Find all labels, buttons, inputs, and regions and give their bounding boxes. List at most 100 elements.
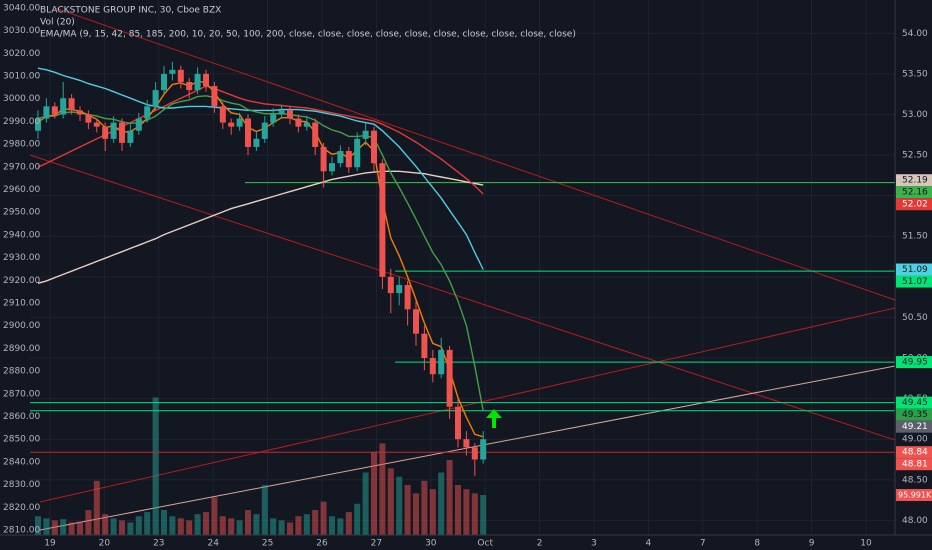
- candle-body: [169, 69, 176, 74]
- candle-body: [245, 118, 251, 147]
- candle-body: [404, 284, 411, 310]
- volume-bar: [312, 510, 319, 535]
- trend-line: [39, 307, 896, 503]
- candle-body: [480, 439, 487, 460]
- y-tick-label: 3000.00: [3, 94, 40, 104]
- x-tick-label: Oct: [477, 539, 493, 549]
- candle-body: [219, 106, 226, 123]
- volume-bar: [161, 510, 167, 535]
- x-tick-label: 10: [860, 539, 872, 549]
- candle-body: [287, 110, 293, 119]
- y-tick-label: 2950.00: [3, 208, 40, 218]
- volume-bar: [371, 451, 377, 535]
- y2-tick-label: 49.00: [902, 435, 928, 445]
- price-label: 49.45: [902, 398, 928, 408]
- candle-body: [93, 122, 100, 127]
- volume-bar: [102, 514, 109, 535]
- volume-bar: [43, 518, 50, 535]
- price-label: 49.21: [902, 422, 928, 432]
- candle-body: [127, 130, 134, 143]
- y-tick-label: 2850.00: [3, 435, 40, 445]
- candle-body: [337, 151, 344, 164]
- y2-tick-label: 53.00: [902, 110, 928, 120]
- volume-bar: [253, 514, 260, 535]
- price-label-bg: [896, 408, 932, 421]
- y-tick-label: 2810.00: [3, 526, 40, 536]
- volume-bar: [337, 518, 344, 535]
- volume-bar: [287, 522, 293, 535]
- candle-body: [35, 118, 41, 131]
- volume-bar: [278, 520, 285, 535]
- volume-bar: [169, 516, 176, 535]
- volume-bar: [413, 493, 419, 535]
- price-label: 49.35: [902, 410, 928, 420]
- volume-bar: [219, 516, 226, 535]
- candle-body: [270, 114, 277, 123]
- price-label-bg: [896, 420, 932, 433]
- y2-tick-label: 53.50: [902, 69, 928, 79]
- y-tick-label: 2990.00: [3, 117, 40, 127]
- volume-bar: [345, 512, 352, 535]
- candle-body: [379, 163, 386, 277]
- volume-bar: [455, 485, 461, 535]
- candle-body: [60, 98, 67, 115]
- ma-line: [37, 67, 484, 270]
- chart-title: BLACKSTONE GROUP INC, 30, Cboe BZX: [40, 6, 221, 16]
- y2-tick-label: 52.50: [902, 151, 928, 161]
- candle-body: [429, 358, 436, 375]
- candle-body: [161, 73, 167, 91]
- y2-tick-label: 48.00: [902, 516, 928, 526]
- candle-body: [354, 138, 361, 168]
- volume-bar: [203, 512, 209, 535]
- y-tick-label: 2980.00: [3, 140, 40, 150]
- legend: BLACKSTONE GROUP INC, 30, Cboe BZX Vol (…: [40, 6, 576, 40]
- volume-bar: [194, 514, 201, 535]
- candle-body: [320, 146, 327, 172]
- y-tick-label: 2970.00: [3, 162, 40, 172]
- x-tick-label: 4: [646, 539, 652, 549]
- x-tick-label: 20: [99, 539, 111, 549]
- candle-body: [253, 138, 260, 147]
- candle-body: [135, 118, 142, 131]
- candle-body: [278, 110, 285, 115]
- candle-body: [186, 81, 193, 91]
- candle-body: [261, 122, 268, 139]
- y-tick-label: 2920.00: [3, 276, 40, 286]
- candle-body: [421, 333, 428, 359]
- volume-bar: [404, 485, 411, 535]
- candle-body: [119, 122, 125, 143]
- candle-body: [371, 130, 377, 164]
- volume-bar: [236, 520, 243, 535]
- trend-line: [39, 365, 896, 531]
- candle-body: [303, 122, 310, 127]
- volume-bar: [228, 518, 235, 535]
- candle-body: [43, 106, 50, 119]
- volume-bar: [354, 503, 361, 535]
- price-label-bg: [896, 396, 932, 409]
- volume-bar: [152, 397, 159, 535]
- volume-bar: [463, 489, 470, 535]
- volume-bar: [379, 443, 386, 535]
- candle-body: [446, 349, 453, 407]
- plot: [30, 61, 895, 535]
- volume-bar: [421, 480, 428, 535]
- trend-lines: [29, 7, 896, 531]
- candle-body: [85, 114, 92, 123]
- candle-body: [203, 73, 209, 87]
- x-tick-label: 30: [425, 539, 437, 549]
- volume-bar: [110, 518, 117, 535]
- y-tick-label: 2910.00: [3, 299, 40, 309]
- volume-bar: [135, 516, 142, 535]
- price-label: 52.16: [902, 188, 928, 198]
- candle-body: [102, 126, 109, 139]
- candle-body: [463, 439, 470, 448]
- x-tick-label: 25: [262, 539, 273, 549]
- candle-body: [77, 110, 83, 115]
- price-label-bg: [896, 263, 932, 276]
- volume-bar: [329, 516, 335, 535]
- trend-line: [29, 154, 896, 441]
- volume-label: 95.991K: [898, 491, 932, 500]
- y-tick-label: 2860.00: [3, 412, 40, 422]
- volume-bar: [303, 514, 310, 535]
